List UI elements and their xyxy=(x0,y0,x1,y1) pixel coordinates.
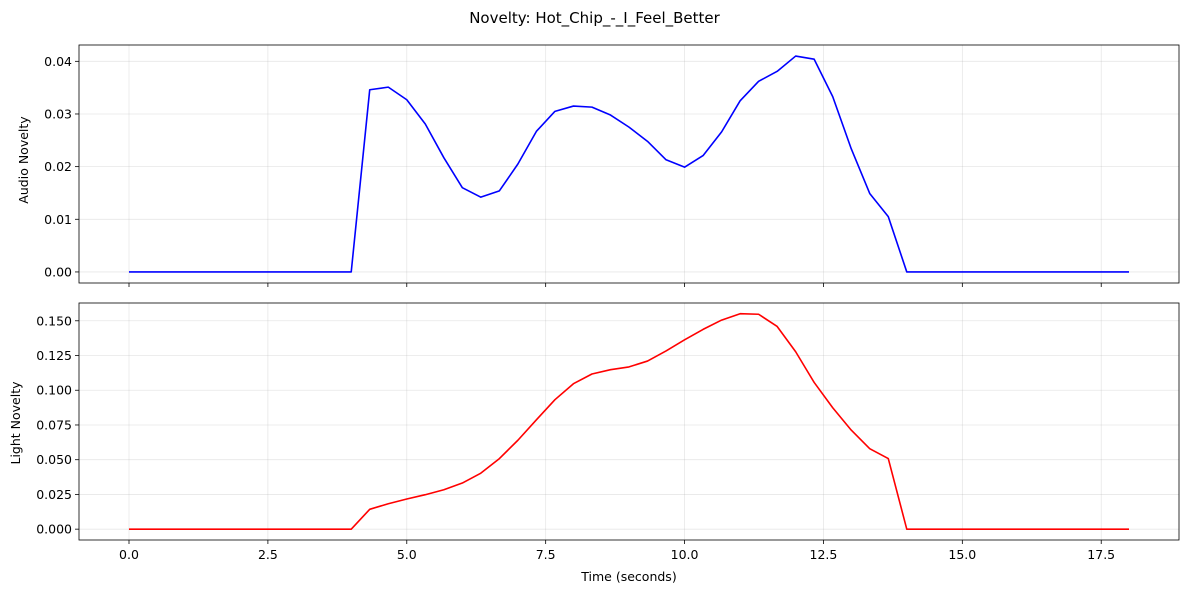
audio-ytick-label: 0.03 xyxy=(44,106,72,121)
audio-ytick-label: 0.00 xyxy=(44,264,72,279)
audio-axes-frame xyxy=(78,44,1180,284)
figure-title: Novelty: Hot_Chip_-_I_Feel_Better xyxy=(469,9,720,28)
audio-ytick-label: 0.04 xyxy=(44,54,72,69)
light-axes-frame xyxy=(78,302,1180,541)
light-xtick-label: 12.5 xyxy=(810,547,838,562)
audio-novelty-line xyxy=(129,55,1129,273)
light-xtick-label: 5.0 xyxy=(397,547,417,562)
light-ytick-label: 0.000 xyxy=(36,522,72,537)
light-novelty-ylabel: Light Novelty xyxy=(8,381,23,465)
light-ytick-label: 0.125 xyxy=(36,348,72,363)
light-ytick-label: 0.050 xyxy=(36,452,72,467)
time-xlabel: Time (seconds) xyxy=(580,569,676,584)
audio-ytick-label: 0.02 xyxy=(44,159,72,174)
light-xtick-label: 17.5 xyxy=(1087,547,1115,562)
audio-ytick-label: 0.01 xyxy=(44,212,72,227)
light-xtick-label: 10.0 xyxy=(671,547,699,562)
audio-novelty-ylabel: Audio Novelty xyxy=(16,116,31,204)
audio-novelty-axes: 0.00 0.01 0.02 0.03 0.04 xyxy=(44,44,1180,287)
light-ytick-label: 0.100 xyxy=(36,383,72,398)
light-ytick-label: 0.075 xyxy=(36,417,72,432)
light-ytick-label: 0.150 xyxy=(36,313,72,328)
light-xtick-label: 2.5 xyxy=(258,547,278,562)
light-xtick-label: 0.0 xyxy=(119,547,139,562)
light-novelty-axes: 0.0 2.5 5.0 7.5 10.0 12.5 15.0 17.5 0.000 0.025 0.… xyxy=(36,302,1180,562)
light-xtick-label: 7.5 xyxy=(536,547,556,562)
light-xtick-label: 15.0 xyxy=(948,547,976,562)
light-ytick-label: 0.025 xyxy=(36,487,72,502)
light-novelty-line xyxy=(129,312,1129,530)
